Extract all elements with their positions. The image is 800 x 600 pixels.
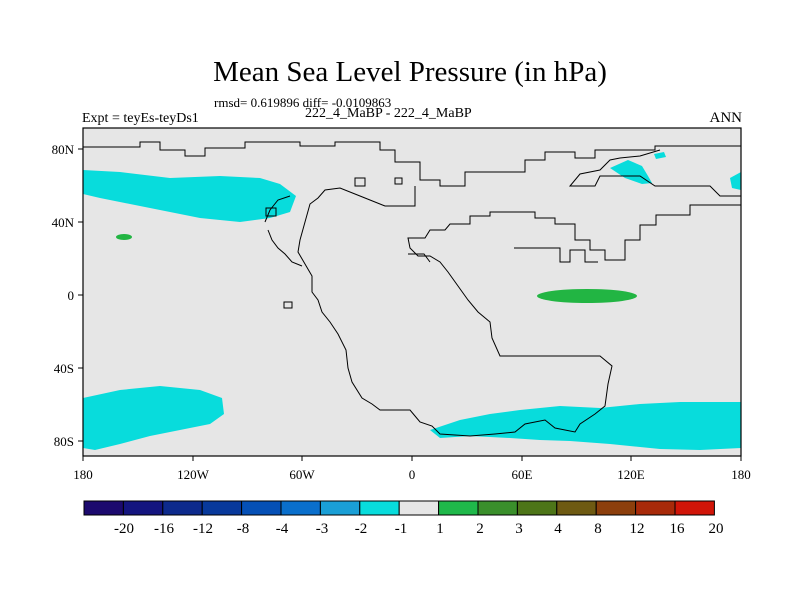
cb-label: -12 <box>193 521 213 537</box>
cb-label: -3 <box>316 521 329 537</box>
cb-label: -4 <box>276 521 289 537</box>
cb-label: 4 <box>554 521 562 537</box>
cb-label: 8 <box>594 521 602 537</box>
coastlines <box>83 141 741 437</box>
colorbar-box <box>319 500 361 516</box>
negative-anomaly-regions <box>83 152 741 450</box>
colorbar-box <box>398 500 440 516</box>
cb-label: -2 <box>355 521 368 537</box>
axis-labels: 180 120W 60W 0 60E 120E 180 80N 40N 0 40… <box>52 142 751 482</box>
stats-line: rmsd= 0.619896 diff= -0.0109863 <box>214 95 392 110</box>
cb-label: 2 <box>476 521 484 537</box>
colorbar-box <box>674 500 715 516</box>
colorbar-box <box>438 500 479 516</box>
colorbar-labels: -20 -16 -12 -8 -4 -3 -2 -1 1 2 3 4 8 12 … <box>114 521 724 537</box>
lat-label-40n: 40N <box>52 215 75 230</box>
case-label: 222_4_MaBP - 222_4_MaBP <box>305 106 472 121</box>
lon-label-0: 0 <box>409 467 416 482</box>
experiment-label: Expt = teyEs-teyDs1 <box>82 111 199 126</box>
anomaly-south-pacific <box>83 386 224 450</box>
colorbar-box <box>359 500 400 516</box>
anomaly-southern-ocean <box>430 402 741 450</box>
colorbar-box <box>241 500 282 516</box>
colorbar-box <box>280 500 321 516</box>
cb-label: -1 <box>395 521 408 537</box>
colorbar-box <box>635 500 676 516</box>
supercontinent-outline <box>83 141 741 437</box>
colorbar-box <box>201 500 243 516</box>
colorbar-box <box>556 500 597 516</box>
map-title: Mean Sea Level Pressure (in hPa) <box>213 56 607 88</box>
anomaly-arctic-east <box>610 160 652 184</box>
lat-label-80n: 80N <box>52 142 75 157</box>
colorbar-box <box>83 500 124 516</box>
cb-label: 3 <box>515 521 523 537</box>
colorbar-box <box>122 500 164 516</box>
cb-label: 1 <box>436 521 444 537</box>
cb-label: -20 <box>114 521 134 537</box>
colorbar: -20 -16 -12 -8 -4 -3 -2 -1 1 2 3 4 8 12 … <box>83 500 724 537</box>
lon-label-180e: 180 <box>731 467 751 482</box>
anomaly-indian-ocean <box>537 289 637 303</box>
anomaly-north-pacific <box>83 170 296 222</box>
lon-label-120w: 120W <box>177 467 210 482</box>
axis-ticks <box>78 148 742 461</box>
lon-label-120e: 120E <box>617 467 645 482</box>
anomaly-north-pacific-small <box>116 234 132 240</box>
anomaly-arctic-small <box>654 152 666 159</box>
lat-label-0: 0 <box>68 288 75 303</box>
lon-label-60w: 60W <box>289 467 315 482</box>
colorbar-boxes <box>83 500 715 516</box>
lon-label-60e: 60E <box>512 467 533 482</box>
colorbar-box <box>477 500 518 516</box>
cb-label: -8 <box>237 521 250 537</box>
positive-anomaly-regions <box>116 234 637 303</box>
colorbar-box <box>516 500 558 516</box>
lat-label-40s: 40S <box>54 361 74 376</box>
cb-label: 16 <box>670 521 686 537</box>
lon-label-180w: 180 <box>73 467 93 482</box>
cb-label: 20 <box>709 521 724 537</box>
season-label: ANN <box>709 110 743 126</box>
colorbar-box <box>595 500 637 516</box>
cb-label: 12 <box>630 521 645 537</box>
cb-label: -16 <box>154 521 174 537</box>
lat-label-80s: 80S <box>54 434 74 449</box>
anomaly-arctic-far-east <box>730 172 741 190</box>
colorbar-box <box>162 500 203 516</box>
